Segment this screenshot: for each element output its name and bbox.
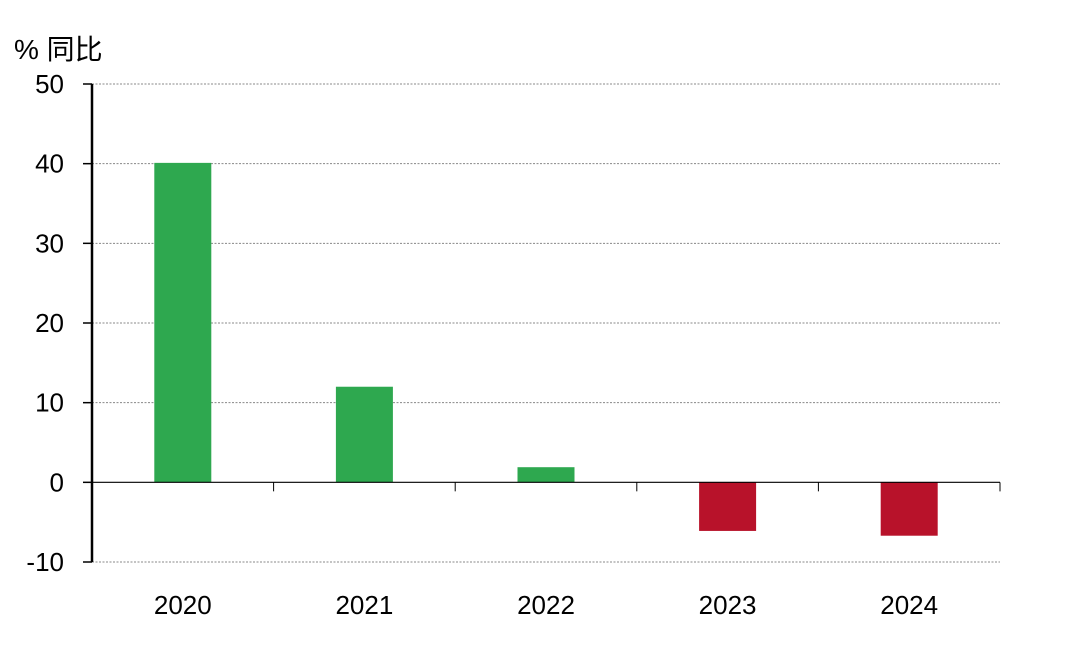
bar-2022 <box>517 467 575 483</box>
bar-2023 <box>699 482 757 531</box>
x-tick-label: 2022 <box>517 590 575 620</box>
x-tick-label: 2020 <box>154 590 212 620</box>
bar-2024 <box>880 482 938 536</box>
x-tick-label: 2023 <box>699 590 757 620</box>
bar-2020 <box>154 162 212 483</box>
y-tick-label: 20 <box>35 308 64 338</box>
y-tick-label: 30 <box>35 228 64 258</box>
y-axis-unit-label: % 同比 <box>14 34 103 65</box>
y-tick-label: 0 <box>50 467 64 497</box>
y-tick-label: 10 <box>35 388 64 418</box>
y-tick-label: 40 <box>35 149 64 179</box>
bar-2021 <box>335 386 393 483</box>
x-tick-label: 2024 <box>880 590 938 620</box>
y-tick-label: 50 <box>35 69 64 99</box>
y-tick-label: -10 <box>26 547 64 577</box>
x-tick-label: 2021 <box>335 590 393 620</box>
